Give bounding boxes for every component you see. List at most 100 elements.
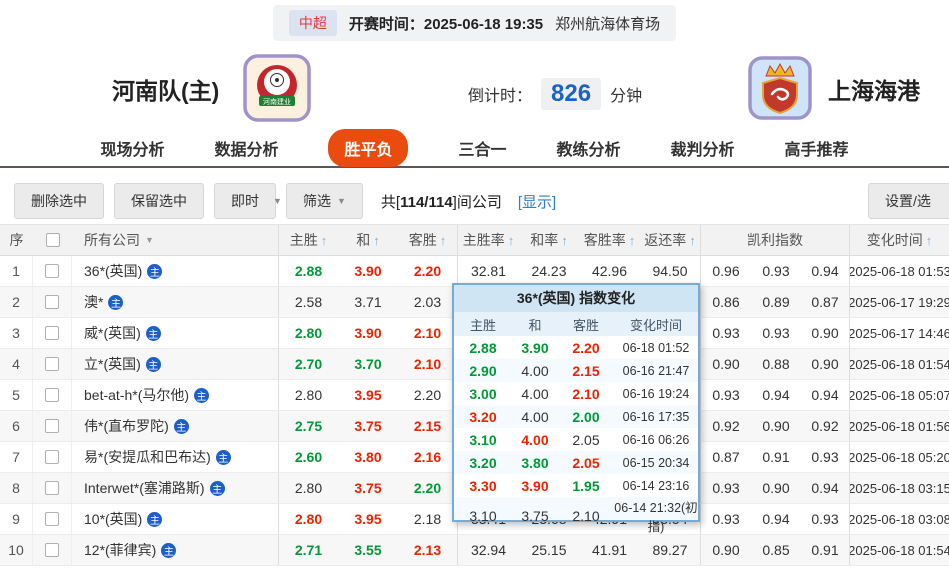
company-name: 澳* — [84, 294, 104, 310]
header-draw-odds[interactable]: 和 ↑ — [338, 225, 398, 255]
kickoff-label: 开赛时间： — [348, 15, 424, 33]
header-home-rate-label: 主胜率 — [462, 232, 505, 248]
sort-asc-icon: ↑ — [320, 232, 328, 248]
company-cell[interactable]: 易*(安提瓜和巴布达) 主 — [72, 442, 279, 472]
popup-time-cell: 06-15 20:34 — [622, 455, 690, 470]
row-checkbox[interactable] — [45, 512, 59, 526]
company-cell[interactable]: 立*(英国) 主 — [72, 349, 279, 379]
popup-odds-cell: 3.30 — [469, 477, 497, 494]
company-cell[interactable]: bet-at-h*(马尔他) 主 — [72, 380, 279, 410]
popup-odds-cell: 2.05 — [572, 431, 600, 448]
header-away-rate-label: 客胜率 — [583, 232, 626, 248]
home-badge-icon: 主 — [161, 542, 177, 558]
change-time-cell: 2025-06-18 01:53 — [850, 263, 949, 279]
row-checkbox[interactable] — [45, 450, 59, 464]
row-index: 9 — [0, 504, 33, 534]
table-row: 10 12*(菲律宾) 主 2.71 3.55 2.13 32.94 25.15 41.91 89… — [0, 535, 949, 566]
tab-1[interactable]: 现场分析 — [100, 142, 165, 159]
sort-asc-icon: ↑ — [373, 232, 380, 248]
row-index: 8 — [0, 473, 33, 503]
kelly-cell: 0.90 — [712, 356, 740, 372]
odds-cell: 2.13 — [398, 535, 458, 565]
kelly-cell: 0.93 — [712, 480, 740, 496]
change-time-cell: 2025-06-18 01:54 — [850, 356, 949, 372]
tab-4[interactable]: 三合一 — [458, 142, 507, 159]
tab-5[interactable]: 教练分析 — [556, 142, 621, 159]
select-all-checkbox[interactable] — [45, 233, 60, 247]
header-home-rate[interactable]: 主胜率 ↑ — [458, 225, 519, 255]
company-cell[interactable]: 12*(菲律宾) 主 — [72, 535, 279, 565]
company-cell[interactable]: 10*(英国) 主 — [72, 504, 279, 534]
row-checkbox[interactable] — [45, 419, 59, 433]
rate-cell: 32.81 — [470, 263, 507, 279]
odds-cell: 3.95 — [354, 387, 382, 403]
popup-row: 2.90 4.00 2.15 06-16 21:47 — [454, 359, 698, 382]
checkbox-cell — [33, 504, 72, 534]
rate-cell — [640, 442, 701, 472]
company-name: Interwet*(塞浦路斯) — [84, 480, 205, 496]
chevron-down-icon: ▼ — [337, 196, 346, 206]
popup-odds-cell: 4.00 — [521, 408, 549, 425]
settings-button[interactable]: 设置/选 — [868, 183, 949, 219]
popup-odds-cell: 2.10 — [572, 508, 600, 524]
header-company[interactable]: 所有公司 ▼ — [72, 225, 279, 255]
row-checkbox[interactable] — [45, 543, 59, 557]
row-checkbox[interactable] — [45, 481, 59, 495]
popup-header-cell: 和 — [528, 317, 542, 333]
company-cell[interactable]: Interwet*(塞浦路斯) 主 — [72, 473, 279, 503]
header-away-rate[interactable]: 客胜率 ↑ — [579, 225, 640, 255]
countdown-value: 826 — [541, 78, 602, 110]
header-return-rate[interactable]: 返还率 ↑ — [640, 225, 701, 255]
delete-selected-button[interactable]: 删除选中 — [14, 183, 104, 219]
popup-odds-cell: 3.20 — [469, 454, 497, 471]
row-index: 5 — [0, 380, 33, 410]
tab-7[interactable]: 高手推荐 — [784, 142, 849, 159]
kelly-cell: 0.90 — [762, 480, 790, 496]
table-body: 1 36*(英国) 主 2.88 3.90 2.20 32.81 24.23 42.96 94.5… — [0, 256, 949, 574]
odds-cell: 2.75 — [294, 418, 323, 434]
count-value: 114/114 — [400, 193, 453, 211]
header-change-time[interactable]: 变化时间 ↑ — [850, 225, 949, 255]
filter-dropdown[interactable]: 筛选 ▼ — [286, 183, 363, 219]
company-cell[interactable]: 威*(英国) 主 — [72, 318, 279, 348]
filter-arrow-icon: ▼ — [145, 235, 154, 245]
show-link[interactable]: [显示] — [517, 193, 557, 211]
toolbar: 删除选中 保留选中 即时 ▼ 筛选 ▼ 共[114/114]间公司 [显示] 设置/… — [0, 183, 949, 221]
tab-2[interactable]: 数据分析 — [214, 142, 279, 159]
row-checkbox[interactable] — [45, 295, 59, 309]
popup-odds-cell: 3.10 — [469, 508, 497, 524]
popup-row: 3.30 3.90 1.95 06-14 23:16 — [454, 474, 698, 497]
sort-asc-icon: ↑ — [628, 232, 636, 248]
popup-header-cell: 变化时间 — [629, 317, 682, 333]
popup-odds-cell: 2.05 — [572, 454, 600, 471]
rate-cell — [640, 349, 701, 379]
rate-cell: 42.96 — [591, 263, 628, 279]
row-checkbox[interactable] — [45, 388, 59, 402]
popup-row: 2.88 3.90 2.20 06-18 01:52 — [454, 336, 698, 359]
change-time-cell: 2025-06-18 03:15 — [850, 480, 949, 496]
header-away-odds[interactable]: 客胜 ↑ — [398, 225, 458, 255]
keep-selected-button[interactable]: 保留选中 — [114, 183, 204, 219]
popup-odds-cell: 2.88 — [469, 339, 497, 356]
away-team-logo — [748, 56, 812, 125]
sort-asc-icon: ↑ — [561, 232, 568, 248]
change-time-cell: 2025-06-18 01:56 — [850, 418, 949, 434]
instant-dropdown[interactable]: 即时 ▼ — [214, 183, 282, 219]
tab-6[interactable]: 裁判分析 — [670, 142, 735, 159]
row-checkbox[interactable] — [45, 326, 59, 340]
company-count: 共[114/114]间公司 — [381, 191, 502, 212]
odds-cell: 2.20 — [398, 380, 458, 410]
company-cell[interactable]: 伟*(直布罗陀) 主 — [72, 411, 279, 441]
row-checkbox[interactable] — [45, 264, 59, 278]
row-index: 7 — [0, 442, 33, 472]
row-checkbox[interactable] — [45, 357, 59, 371]
company-cell[interactable]: 澳* 主 — [72, 287, 279, 317]
company-cell[interactable]: 36*(英国) 主 — [72, 256, 279, 286]
header-home-odds[interactable]: 主胜 ↑ — [279, 225, 338, 255]
header-away-label: 客胜 — [408, 232, 437, 248]
instant-label: 即时 — [231, 193, 259, 209]
header-draw-rate[interactable]: 和率 ↑ — [519, 225, 579, 255]
company-name: bet-at-h*(马尔他) — [84, 387, 190, 403]
odds-cell: 2.15 — [398, 411, 458, 441]
tab-3[interactable]: 胜平负 — [328, 129, 409, 167]
